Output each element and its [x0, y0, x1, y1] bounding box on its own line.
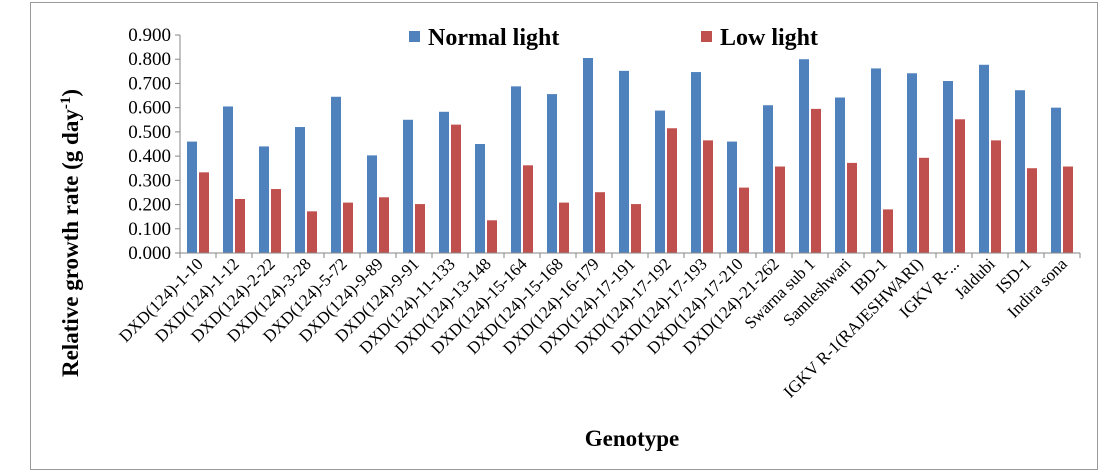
legend-swatch-low-light [701, 31, 712, 42]
bar-normal-light [871, 68, 881, 253]
y-tick-label: 0.900 [128, 25, 171, 46]
bar-normal-light [367, 155, 377, 253]
bar-low-light [1063, 166, 1073, 253]
y-tick-label: 0.300 [128, 170, 171, 191]
bar-normal-light [1051, 107, 1061, 254]
bar-normal-light [763, 105, 773, 253]
bar-normal-light [1015, 90, 1025, 253]
bar-normal-light [187, 141, 197, 253]
bar-low-light [415, 204, 425, 253]
y-axis-title-sup: -1 [58, 97, 74, 110]
bar-normal-light [259, 146, 269, 253]
y-tick-label: 0.500 [128, 122, 171, 143]
bar-low-light [631, 204, 641, 253]
legend-swatch-normal-light [409, 31, 420, 42]
bar-low-light [523, 165, 533, 253]
bar-normal-light [979, 64, 989, 253]
y-tick-label: 0.000 [128, 243, 171, 264]
bar-low-light [451, 124, 461, 253]
bar-normal-light [727, 141, 737, 253]
bar-low-light [595, 192, 605, 253]
bar-low-light [811, 108, 821, 253]
bar-normal-light [619, 70, 629, 253]
bar-normal-light [655, 110, 665, 253]
bar-low-light [667, 128, 677, 253]
bar-normal-light [907, 73, 917, 253]
bar-low-light [199, 172, 209, 253]
y-tick-label: 0.200 [128, 195, 171, 216]
y-tick-label: 0.800 [128, 49, 171, 70]
bar-low-light [235, 198, 245, 253]
bar-low-light [847, 162, 857, 253]
bar-normal-light [511, 86, 521, 254]
bar-normal-light [295, 127, 305, 253]
bar-normal-light [547, 94, 557, 253]
bar-normal-light [439, 111, 449, 253]
x-axis: DXD(124)-1-10DXD(124)-1-12DXD(124)-2-22D… [115, 252, 1081, 402]
bar-low-light [739, 187, 749, 253]
bar-normal-light [403, 119, 413, 254]
x-axis-title: Genotype [585, 426, 680, 451]
bar-low-light [343, 202, 353, 253]
legend-label-low-light: Low light [720, 25, 818, 51]
y-axis: 0.000 0.100 0.200 0.300 0.400 0.500 0.600 0.700… [128, 25, 181, 264]
y-tick-label: 0.100 [128, 219, 171, 240]
bar-low-light [271, 189, 281, 253]
bar-normal-light [691, 72, 701, 253]
bar-normal-light [943, 81, 953, 254]
legend-label-normal-light: Normal light [428, 25, 559, 51]
bar-normal-light [835, 97, 845, 253]
bars [187, 58, 1073, 254]
bar-low-light [703, 140, 713, 253]
bar-low-light [379, 197, 389, 253]
bar-low-light [883, 209, 893, 253]
y-tick-label: 0.400 [128, 146, 171, 167]
bar-normal-light [799, 59, 809, 253]
bar-low-light [559, 202, 569, 253]
y-tick-label: 0.700 [128, 73, 171, 94]
y-axis-title: Relative growth rate (g day-1) [58, 89, 83, 377]
svg-text:Relative growth rate (g day-1): Relative growth rate (g day-1) [58, 89, 83, 377]
bar-normal-light [583, 58, 593, 254]
y-axis-title-text: Relative growth rate (g day [58, 109, 83, 377]
bar-low-light [307, 211, 317, 253]
bar-normal-light [475, 144, 485, 253]
bar-low-light [991, 140, 1001, 253]
bar-normal-light [223, 106, 233, 253]
y-tick-label: 0.600 [128, 98, 171, 119]
bar-low-light [775, 166, 785, 253]
y-axis-title-close: ) [58, 89, 83, 97]
legend: Normal light Low light [409, 25, 818, 51]
bar-low-light [919, 157, 929, 253]
bar-low-light [955, 119, 965, 253]
bar-normal-light [331, 96, 341, 254]
bar-low-light [1027, 168, 1037, 253]
x-category-label: Jaldubi [951, 254, 999, 302]
bar-low-light [487, 220, 497, 253]
